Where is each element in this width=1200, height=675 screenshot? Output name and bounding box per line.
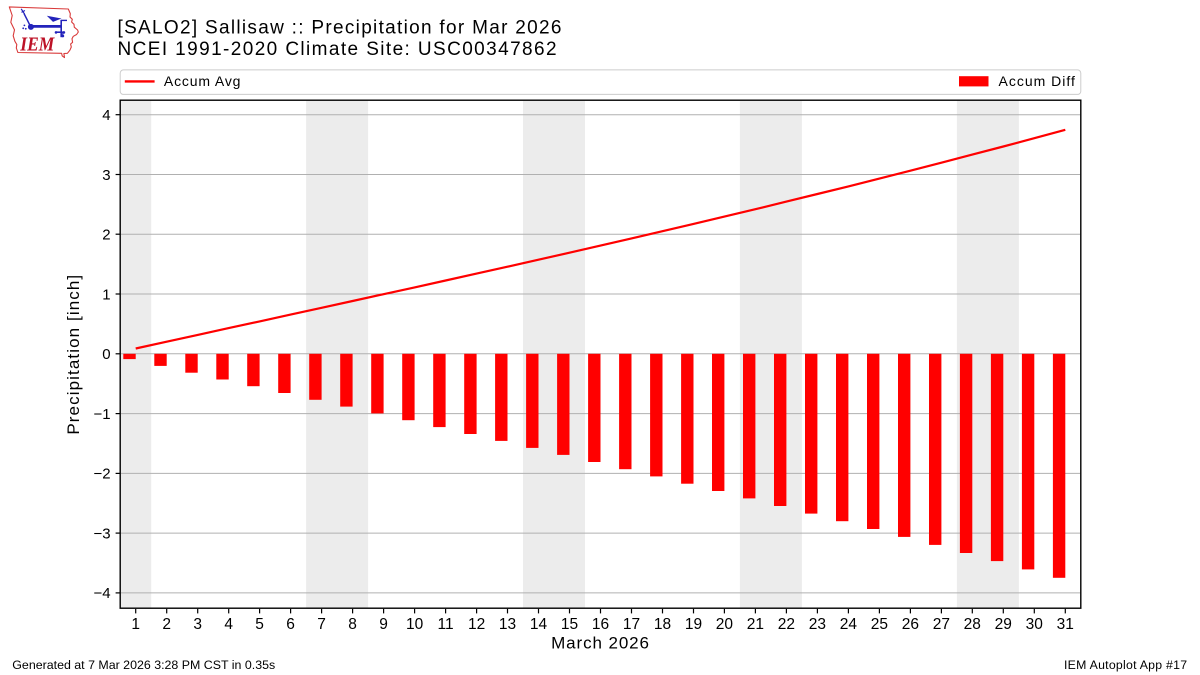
svg-text:2: 2 [102,227,110,244]
svg-text:7: 7 [317,616,326,633]
svg-text:13: 13 [499,616,516,633]
svg-text:Precipitation [inch]: Precipitation [inch] [64,274,83,435]
svg-text:9: 9 [379,616,388,633]
svg-text:3: 3 [193,616,202,633]
svg-text:17: 17 [623,616,640,633]
svg-text:28: 28 [964,616,981,633]
svg-text:12: 12 [468,616,485,633]
svg-text:27: 27 [933,616,950,633]
svg-text:23: 23 [809,616,826,633]
svg-text:22: 22 [778,616,795,633]
svg-text:6: 6 [286,616,295,633]
svg-text:29: 29 [995,616,1012,633]
svg-text:IEM: IEM [19,34,54,55]
svg-text:[SALO2] Sallisaw :: Precipitat: [SALO2] Sallisaw :: Precipitation for Ma… [118,18,563,39]
svg-text:24: 24 [840,616,858,633]
svg-text:8: 8 [348,616,357,633]
svg-text:Accum Diff: Accum Diff [999,73,1076,89]
svg-text:4: 4 [102,107,110,124]
svg-text:March 2026: March 2026 [551,634,650,653]
svg-text:30: 30 [1026,616,1044,633]
svg-text:11: 11 [438,616,454,633]
svg-text:1: 1 [131,616,140,633]
svg-text:2: 2 [162,616,171,633]
svg-text:0: 0 [102,346,110,363]
svg-text:16: 16 [592,616,609,633]
svg-text:25: 25 [871,616,888,633]
svg-text:Accum Avg: Accum Avg [164,73,241,89]
svg-text:NCEI 1991-2020 Climate Site: U: NCEI 1991-2020 Climate Site: USC00347862 [118,39,558,60]
svg-text:−4: −4 [93,585,110,602]
svg-text:5: 5 [255,616,264,633]
svg-text:1: 1 [102,286,110,303]
svg-text:−2: −2 [93,466,110,483]
svg-text:26: 26 [902,616,919,633]
svg-text:IEM Autoplot App #17: IEM Autoplot App #17 [1064,658,1187,672]
svg-text:31: 31 [1057,616,1074,633]
svg-text:−3: −3 [93,525,110,542]
svg-text:15: 15 [561,616,578,633]
svg-text:10: 10 [406,616,424,633]
svg-text:19: 19 [685,616,702,633]
svg-text:Generated at 7 Mar 2026 3:28 P: Generated at 7 Mar 2026 3:28 PM CST in 0… [12,658,275,672]
svg-text:14: 14 [530,616,548,633]
svg-text:20: 20 [716,616,734,633]
svg-text:21: 21 [747,616,764,633]
svg-text:3: 3 [102,167,110,184]
svg-text:18: 18 [654,616,671,633]
svg-text:4: 4 [224,616,233,633]
svg-text:−1: −1 [93,406,110,423]
